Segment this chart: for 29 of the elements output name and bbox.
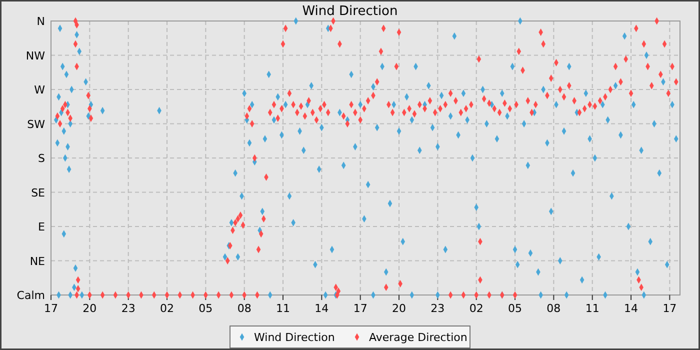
x-tick-label: 11: [585, 302, 600, 315]
legend-label: Average Direction: [369, 331, 468, 344]
legend-label: Wind Direction: [254, 331, 335, 344]
x-tick-label: 02: [469, 302, 484, 315]
x-tick-label: 08: [546, 302, 561, 315]
x-tick-label: 17: [353, 302, 368, 315]
x-tick-label: 05: [198, 302, 213, 315]
x-tick-label: 05: [508, 302, 522, 315]
x-tick-label: 20: [82, 302, 97, 315]
category-label: NW: [26, 49, 45, 62]
category-label: SE: [31, 186, 45, 200]
x-tick-label: 17: [662, 302, 677, 315]
category-label: S: [38, 152, 45, 165]
category-label: NE: [30, 254, 45, 268]
category-label: W: [34, 84, 45, 96]
x-tick-label: 20: [392, 302, 406, 315]
x-tick-label: 14: [624, 302, 638, 315]
x-tick-label: 08: [237, 302, 252, 315]
x-tick-label: 02: [160, 302, 174, 315]
category-label: SW: [27, 118, 45, 131]
category-label: Calm: [16, 289, 45, 302]
x-tick-label: 23: [121, 302, 136, 315]
x-tick-label: 17: [44, 302, 58, 315]
chart-title: Wind Direction: [302, 4, 398, 19]
category-label: N: [36, 15, 45, 28]
x-tick-label: 11: [276, 302, 290, 315]
x-tick-label: 14: [314, 302, 329, 315]
category-label: E: [38, 220, 45, 234]
x-tick-label: 23: [430, 302, 445, 315]
